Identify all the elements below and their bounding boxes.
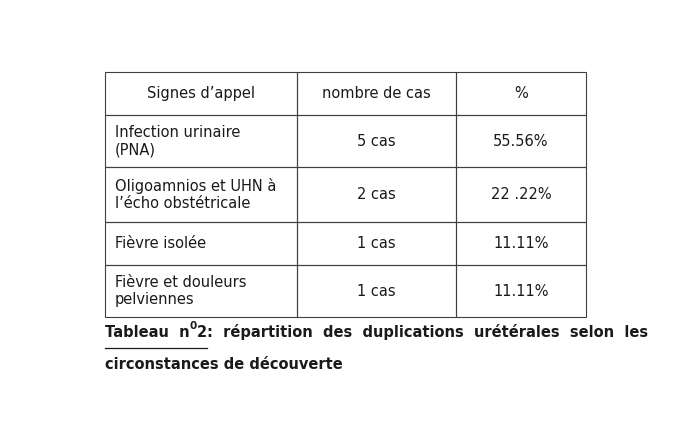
Bar: [456, 222, 586, 265]
Bar: [105, 222, 297, 265]
Bar: [456, 115, 586, 167]
Text: Fièvre et douleurs
pelviennes: Fièvre et douleurs pelviennes: [115, 275, 246, 307]
Text: 1 cas: 1 cas: [357, 284, 396, 299]
Bar: [456, 167, 586, 222]
Text: 11.11%: 11.11%: [493, 284, 549, 299]
Bar: [105, 265, 297, 317]
Bar: [456, 72, 586, 115]
Text: Tableau  n: Tableau n: [105, 325, 190, 340]
Text: %: %: [514, 86, 528, 101]
Text: 5 cas: 5 cas: [357, 134, 396, 149]
Text: circonstances de découverte: circonstances de découverte: [105, 357, 343, 372]
Text: nombre de cas: nombre de cas: [322, 86, 431, 101]
Text: 2: 2: [197, 325, 207, 340]
Bar: [105, 115, 297, 167]
Bar: [297, 222, 456, 265]
Bar: [105, 72, 297, 115]
Bar: [456, 265, 586, 317]
Text: 1 cas: 1 cas: [357, 236, 396, 251]
Text: Infection urinaire
(PNA): Infection urinaire (PNA): [115, 125, 240, 157]
Bar: [297, 265, 456, 317]
Bar: [297, 72, 456, 115]
Text: 2 cas: 2 cas: [357, 187, 396, 202]
Text: 0: 0: [190, 321, 197, 331]
Bar: [297, 115, 456, 167]
Text: 11.11%: 11.11%: [493, 236, 549, 251]
Text: Signes d’appel: Signes d’appel: [147, 86, 255, 101]
Text: :  répartition  des  duplications  urétérales  selon  les: : répartition des duplications urétérale…: [207, 324, 648, 340]
Text: Fièvre isolée: Fièvre isolée: [115, 236, 206, 251]
Text: 55.56%: 55.56%: [493, 134, 549, 149]
Text: 22 .22%: 22 .22%: [491, 187, 551, 202]
Text: Oligoamnios et UHN à
l’écho obstétricale: Oligoamnios et UHN à l’écho obstétricale: [115, 178, 276, 211]
Bar: [105, 167, 297, 222]
Bar: [297, 167, 456, 222]
